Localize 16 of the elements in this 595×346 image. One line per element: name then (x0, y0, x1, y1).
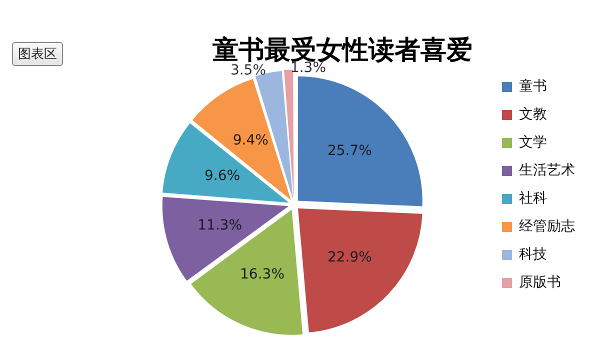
legend-label: 科技 (519, 246, 547, 263)
legend-label: 生活艺术 (519, 162, 575, 179)
data-label: 22.9% (327, 250, 372, 266)
text: 图表区 (12, 42, 63, 66)
data-label: 25.7% (327, 142, 372, 159)
data-label: 16.3% (240, 266, 285, 283)
data-label: 9.6% (204, 168, 240, 184)
legend-label: 社科 (519, 190, 547, 207)
data-label: 3.5% (230, 62, 266, 78)
data-label: 11.3% (198, 218, 242, 234)
data-label: 9.4% (232, 132, 268, 148)
legend-label: 原版书 (519, 274, 561, 291)
legend-label: 文学 (519, 134, 547, 151)
legend-label: 文教 (519, 106, 547, 123)
legend-label: 经管励志 (519, 218, 575, 235)
legend-label: 童书 (519, 78, 547, 95)
